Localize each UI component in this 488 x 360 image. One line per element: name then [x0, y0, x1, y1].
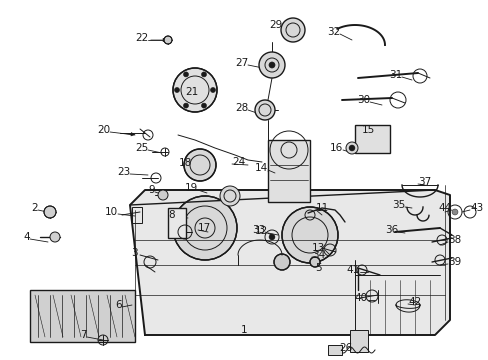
- Circle shape: [273, 254, 289, 270]
- Text: 35: 35: [391, 200, 404, 210]
- Text: 37: 37: [417, 177, 430, 187]
- Circle shape: [50, 232, 60, 242]
- Text: 41: 41: [346, 265, 359, 275]
- Text: 16: 16: [329, 143, 342, 153]
- Text: 6: 6: [115, 300, 122, 310]
- Text: 13: 13: [311, 243, 325, 253]
- Text: 20: 20: [97, 125, 110, 135]
- Text: 1: 1: [240, 325, 247, 335]
- Circle shape: [174, 87, 179, 93]
- Circle shape: [281, 18, 305, 42]
- Text: 40: 40: [354, 293, 367, 303]
- Text: 34: 34: [311, 250, 325, 260]
- Text: 15: 15: [361, 125, 374, 135]
- Circle shape: [268, 234, 274, 240]
- FancyBboxPatch shape: [30, 290, 135, 342]
- Circle shape: [282, 207, 337, 263]
- Circle shape: [44, 206, 56, 218]
- FancyBboxPatch shape: [349, 330, 367, 352]
- Text: 31: 31: [388, 70, 401, 80]
- Text: 19: 19: [184, 183, 198, 193]
- Text: 24: 24: [231, 157, 245, 167]
- Circle shape: [183, 149, 216, 181]
- Text: 29: 29: [268, 20, 282, 30]
- Text: 10: 10: [104, 207, 118, 217]
- Circle shape: [259, 52, 285, 78]
- Text: 26: 26: [338, 343, 351, 353]
- Circle shape: [254, 100, 274, 120]
- Text: 33: 33: [251, 225, 264, 235]
- FancyBboxPatch shape: [327, 345, 341, 355]
- Text: 2: 2: [31, 203, 38, 213]
- Text: 9: 9: [148, 185, 155, 195]
- Text: 18: 18: [179, 158, 192, 168]
- Text: 21: 21: [184, 87, 198, 97]
- Text: 11: 11: [315, 203, 328, 213]
- Text: 17: 17: [198, 223, 211, 233]
- Text: 32: 32: [326, 27, 339, 37]
- Text: 22: 22: [135, 33, 148, 43]
- Text: 28: 28: [234, 103, 247, 113]
- Text: 8: 8: [168, 210, 175, 220]
- Circle shape: [158, 190, 168, 200]
- Text: 5: 5: [314, 263, 321, 273]
- Circle shape: [309, 257, 319, 267]
- Text: 23: 23: [117, 167, 130, 177]
- Text: 43: 43: [469, 203, 482, 213]
- Text: 30: 30: [356, 95, 369, 105]
- Text: 38: 38: [447, 235, 460, 245]
- Text: 14: 14: [254, 163, 267, 173]
- Text: 12: 12: [254, 226, 267, 236]
- Text: 7: 7: [80, 330, 87, 340]
- FancyBboxPatch shape: [168, 208, 185, 238]
- Text: 42: 42: [407, 297, 420, 307]
- FancyBboxPatch shape: [267, 140, 309, 202]
- Circle shape: [201, 103, 206, 108]
- Circle shape: [163, 36, 172, 44]
- Circle shape: [348, 145, 354, 151]
- Circle shape: [268, 62, 274, 68]
- Circle shape: [346, 142, 357, 154]
- Text: 4: 4: [23, 232, 30, 242]
- Circle shape: [210, 87, 215, 93]
- Text: 25: 25: [135, 143, 148, 153]
- Text: 27: 27: [234, 58, 247, 68]
- Circle shape: [201, 72, 206, 77]
- Circle shape: [183, 103, 188, 108]
- Text: 3: 3: [131, 248, 138, 258]
- Circle shape: [173, 196, 237, 260]
- Circle shape: [183, 72, 188, 77]
- Polygon shape: [130, 190, 449, 335]
- Circle shape: [451, 209, 457, 215]
- Text: 36: 36: [384, 225, 397, 235]
- Circle shape: [220, 186, 240, 206]
- FancyBboxPatch shape: [354, 125, 389, 153]
- Text: 44: 44: [438, 203, 451, 213]
- Text: 39: 39: [447, 257, 460, 267]
- Circle shape: [173, 68, 217, 112]
